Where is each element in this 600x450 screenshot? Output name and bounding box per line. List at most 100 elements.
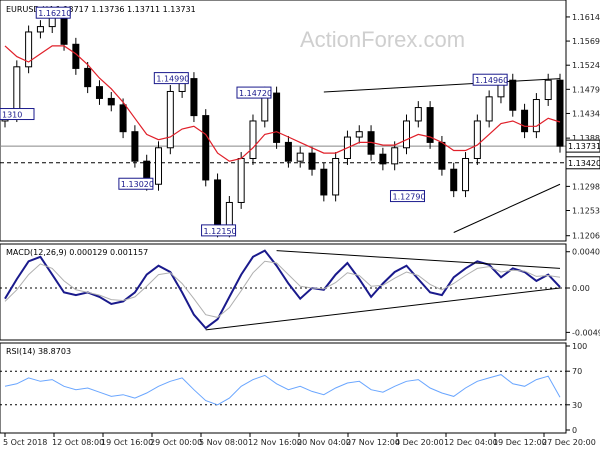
candle-body [391,147,399,165]
price-y-tick-label: 1.14790 [572,85,600,94]
x-tick-label: 27 Dec 20:00 [542,438,596,447]
candle-body [273,92,281,143]
x-tick-label: 27 Nov 12:00 [346,438,400,447]
price-annotation-box [201,224,237,237]
price-annotation-box [236,86,272,99]
macd-layer [4,249,561,331]
rsi-line [4,374,561,406]
price-y-tick-label: 1.12530 [572,207,600,216]
price-y-tick-label: 1.15240 [572,61,600,70]
x-tick-label: 19 Dec 12:00 [493,438,547,447]
rsi-y-tick-label: 30 [572,401,582,410]
price-annotation-box [389,190,425,203]
candle-body [402,120,410,149]
candle-body [462,157,470,192]
price-annotation-label: 1.12790 [392,193,425,202]
candle-body [237,157,245,203]
candle-body [214,179,222,232]
support-trendline [453,183,561,233]
candle-body [202,115,210,181]
price-y-tick-label: 1.15690 [572,37,600,46]
x-tick-label: 5 Nov 08:00 [199,438,248,447]
candle-body [119,104,127,133]
price-annotation-box [153,72,189,85]
macd-y-tick-label: -0.004981 [572,328,600,337]
rsi-panel-frame [0,342,567,434]
price-annotation-label: 1.12150 [204,227,237,236]
candle-body [414,107,422,122]
macd-lower-trendline [205,287,561,331]
price-y-tick-label: 1.12980 [572,182,600,191]
candle-body [296,152,304,162]
candle-body [532,99,540,133]
candle-body [107,97,115,106]
marked-level-label: 1.13420 [568,159,600,168]
candle-body [320,168,328,196]
candle-body [84,67,92,88]
macd-y-tick-label: 0.00 [572,284,590,293]
current-price-label: 1.13731 [568,142,600,151]
price-panel-frame [0,0,567,242]
price-y-tick-label: 1.14340 [572,109,600,118]
rsi-layer [4,374,561,406]
candle-body [485,96,493,122]
macd-main-line [4,249,561,330]
x-tick-label: 4 Dec 20:00 [395,438,444,447]
x-tick-label: 12 Nov 16:00 [248,438,302,447]
x-tick-label: 19 Oct 16:00 [101,438,153,447]
price-annotation-label: 1310 [2,111,22,120]
candle-body [332,157,340,196]
candle-body [284,141,292,162]
candle-body [190,78,198,117]
candle-body [95,86,103,99]
candle-body [308,152,316,170]
x-tick-label: 5 Oct 2018 [3,438,47,447]
candle-body [544,79,552,101]
candle-body [556,79,564,147]
macd-title: MACD(12,26,9) 0.000129 0.001157 [6,248,148,257]
rsi-y-tick-label: 100 [572,342,587,351]
current-price-box [565,139,600,153]
candle-body [473,120,481,159]
rsi-y-tick-label: 0 [572,426,577,435]
candle-body [131,131,139,162]
marked-level-box [565,156,600,170]
candle-body [438,141,446,170]
candle-body [36,26,44,33]
watermark: ActionForex.com [300,27,465,52]
price-annotation-box [118,177,154,190]
price-symbol-label: EURUSD,H4 1.13717 1.13736 1.13711 1.1373… [6,5,196,14]
candle-body [155,147,163,185]
candle-body [379,153,387,165]
candle-body [355,131,363,138]
price-annotation-box [35,6,71,19]
rsi-y-tick-label: 70 [572,367,582,376]
macd-y-tick-label: 0.004069 [572,248,600,257]
candle-body [426,107,434,143]
resistance-trendline [323,78,561,93]
macd-panel-frame [0,243,567,341]
candle-body [450,168,458,192]
price-annotation-label: 1.16210 [38,9,71,18]
macd-signal-line [4,260,561,318]
x-tick-label: 12 Oct 08:00 [52,438,104,447]
price-annotation-box [472,73,508,86]
price-y-tick-label: 1.13880 [572,134,600,143]
price-annotation-label: 1.13020 [121,180,154,189]
price-y-tick-label: 1.12069 [572,232,600,241]
price-layer: 1.16210 1.14990 1.14720 1.13020 1.12150 1.127… [0,6,564,238]
x-tick-label: 29 Oct 00:00 [150,438,202,447]
price-annotation-label: 1.14990 [156,75,189,84]
grid-layer [0,145,566,406]
price-annotation-label: 1.14720 [239,89,272,98]
x-tick-label: 20 Nov 04:00 [297,438,351,447]
x-tick-label: 12 Dec 04:00 [444,438,498,447]
rsi-title: RSI(14) 38.8703 [6,347,71,356]
price-annotation-box [0,108,35,121]
candle-body [521,109,529,133]
candle-body [509,79,517,111]
